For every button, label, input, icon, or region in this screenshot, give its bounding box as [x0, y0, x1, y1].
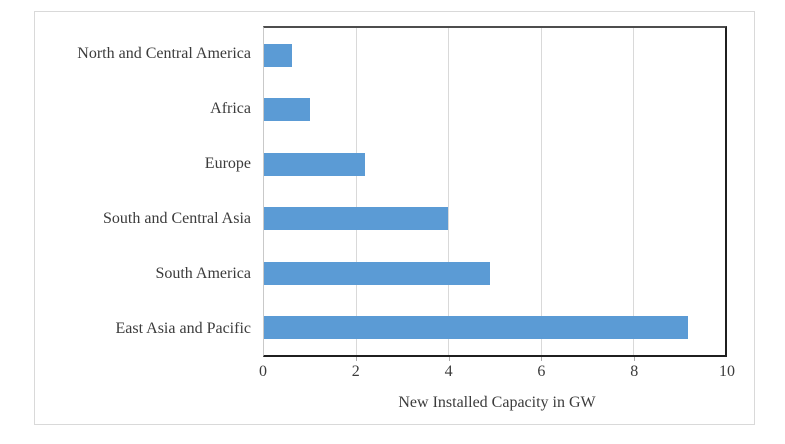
bar-row [264, 28, 725, 83]
bar-row [264, 301, 725, 356]
category-label: South and Central Asia [103, 210, 251, 228]
category-label: East Asia and Pacific [115, 320, 251, 338]
gridline [540, 28, 542, 355]
bar-row [264, 137, 725, 192]
x-tick-label: 10 [719, 363, 735, 380]
gridline [356, 28, 358, 355]
bar-row [264, 192, 725, 247]
x-tick-mark [355, 357, 357, 361]
bar [264, 98, 311, 122]
bar-row [264, 83, 725, 138]
plot-area [263, 26, 727, 357]
x-tick-mark [541, 357, 543, 361]
x-axis-title: New Installed Capacity in GW [398, 394, 596, 411]
x-tick-label: 0 [259, 363, 267, 380]
x-tick-label: 8 [630, 363, 639, 380]
gridline [632, 28, 634, 355]
x-tick-label: 6 [537, 363, 546, 380]
category-label: Europe [204, 154, 251, 172]
bars-layer [264, 28, 725, 355]
x-tick-label: 2 [351, 363, 360, 380]
x-tick-label: 4 [444, 363, 453, 380]
x-tick-mark [448, 357, 450, 361]
category-label: South America [155, 265, 251, 283]
category-label: Africa [210, 99, 251, 117]
category-axis: North and Central America Africa Europe Sou… [35, 26, 251, 357]
bar [264, 207, 449, 231]
gridline [448, 28, 450, 355]
chart-figure: North and Central America Africa Europe Sou… [34, 11, 755, 425]
x-tick-mark [634, 357, 636, 361]
bar [264, 43, 292, 67]
bar [264, 152, 366, 176]
bar [264, 316, 689, 340]
bar-row [264, 246, 725, 301]
bar [264, 261, 490, 285]
category-label: North and Central America [77, 44, 251, 62]
